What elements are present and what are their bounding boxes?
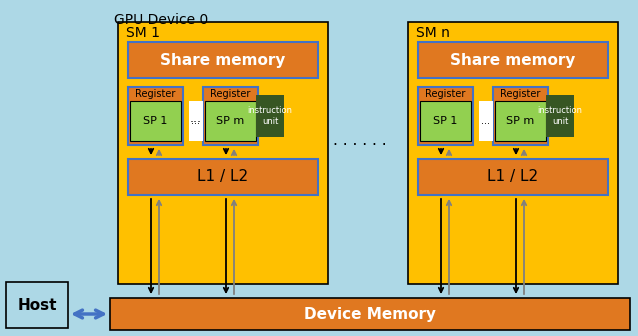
Bar — [418, 159, 608, 195]
Bar — [408, 22, 618, 284]
Bar — [128, 159, 318, 195]
Bar — [495, 101, 546, 141]
Bar — [546, 95, 574, 137]
Text: Register: Register — [500, 89, 540, 99]
Text: SP m: SP m — [506, 116, 534, 126]
Bar — [110, 298, 630, 330]
Text: · · · · · ·: · · · · · · — [333, 137, 387, 153]
Text: Register: Register — [135, 89, 175, 99]
Text: ...: ... — [482, 116, 491, 126]
Bar — [128, 159, 318, 195]
Bar — [418, 87, 473, 145]
Bar — [420, 101, 471, 141]
Text: Register: Register — [425, 89, 465, 99]
Text: Host: Host — [17, 297, 57, 312]
Text: Share memory: Share memory — [160, 52, 286, 68]
Text: Device Memory: Device Memory — [304, 306, 436, 322]
Text: L1 / L2: L1 / L2 — [487, 169, 538, 184]
Bar — [479, 101, 493, 141]
Text: SM 1: SM 1 — [126, 26, 160, 40]
Text: SM n: SM n — [416, 26, 450, 40]
Bar — [128, 42, 318, 78]
Text: GPU Device 0: GPU Device 0 — [114, 13, 208, 27]
Bar — [110, 298, 630, 330]
Bar — [128, 42, 318, 78]
Text: L1 / L2: L1 / L2 — [197, 169, 249, 184]
Text: instruction
unit: instruction unit — [537, 106, 582, 126]
Bar — [110, 8, 630, 296]
Bar — [130, 101, 181, 141]
Bar — [493, 87, 548, 145]
Text: ...: ... — [190, 112, 202, 125]
Bar — [118, 22, 328, 284]
Bar — [418, 42, 608, 78]
Bar — [205, 101, 256, 141]
Text: Register: Register — [210, 89, 250, 99]
Bar — [118, 22, 328, 284]
Bar — [6, 282, 68, 328]
Bar — [189, 101, 203, 141]
Text: ...: ... — [191, 116, 200, 126]
Text: SP 1: SP 1 — [143, 116, 167, 126]
Bar — [418, 159, 608, 195]
Text: instruction
unit: instruction unit — [248, 106, 292, 126]
Text: SP m: SP m — [216, 116, 244, 126]
Bar — [418, 42, 608, 78]
Bar — [128, 87, 183, 145]
Text: SP 1: SP 1 — [433, 116, 457, 126]
Bar — [203, 87, 258, 145]
Bar — [408, 22, 618, 284]
Text: Share memory: Share memory — [450, 52, 575, 68]
Bar — [256, 95, 284, 137]
